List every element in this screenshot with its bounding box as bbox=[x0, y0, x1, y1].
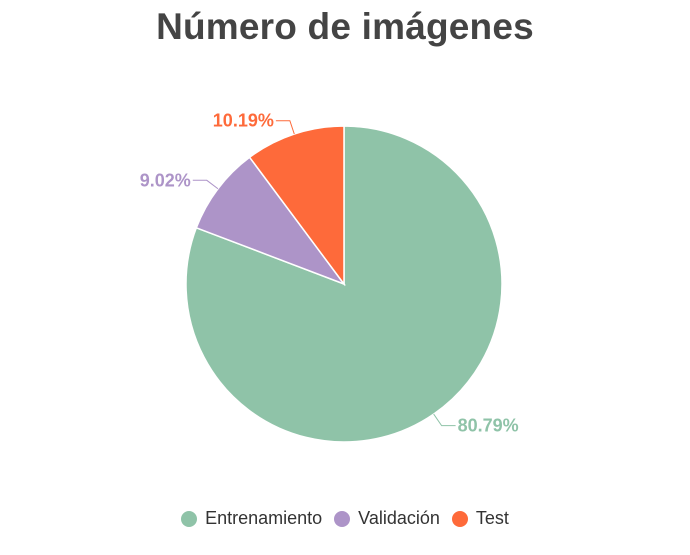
pie-slices bbox=[185, 125, 503, 443]
leader-lines bbox=[192, 120, 456, 427]
pie-slice-test[interactable] bbox=[248, 125, 345, 287]
legend-item-test[interactable]: Test bbox=[451, 508, 509, 529]
legend-swatch-validacion bbox=[334, 510, 351, 527]
leader-line bbox=[192, 179, 219, 190]
slice-labels: 80.79% 9.02% 10.19% bbox=[140, 111, 519, 436]
legend-label-validacion: Validación bbox=[358, 508, 440, 528]
data-label: 10.19% bbox=[213, 111, 274, 131]
legend-item-entrenamiento[interactable]: Entrenamiento bbox=[181, 508, 322, 529]
pie-slice-validacion[interactable] bbox=[195, 156, 347, 286]
legend: Entrenamiento Validación Test bbox=[0, 508, 690, 529]
data-label: 9.02% bbox=[140, 170, 191, 190]
pie-chart: 80.79% 9.02% 10.19% bbox=[140, 111, 519, 443]
legend-label-entrenamiento: Entrenamiento bbox=[205, 508, 323, 528]
legend-swatch-entrenamiento bbox=[181, 510, 198, 527]
legend-label-test: Test bbox=[475, 508, 509, 528]
leader-line bbox=[433, 413, 456, 427]
legend-swatch-test bbox=[451, 510, 468, 527]
leader-line bbox=[275, 120, 295, 135]
legend-item-validacion[interactable]: Validación bbox=[334, 508, 440, 529]
chart-title: Número de imágenes bbox=[156, 6, 534, 47]
data-label: 80.79% bbox=[458, 416, 519, 436]
